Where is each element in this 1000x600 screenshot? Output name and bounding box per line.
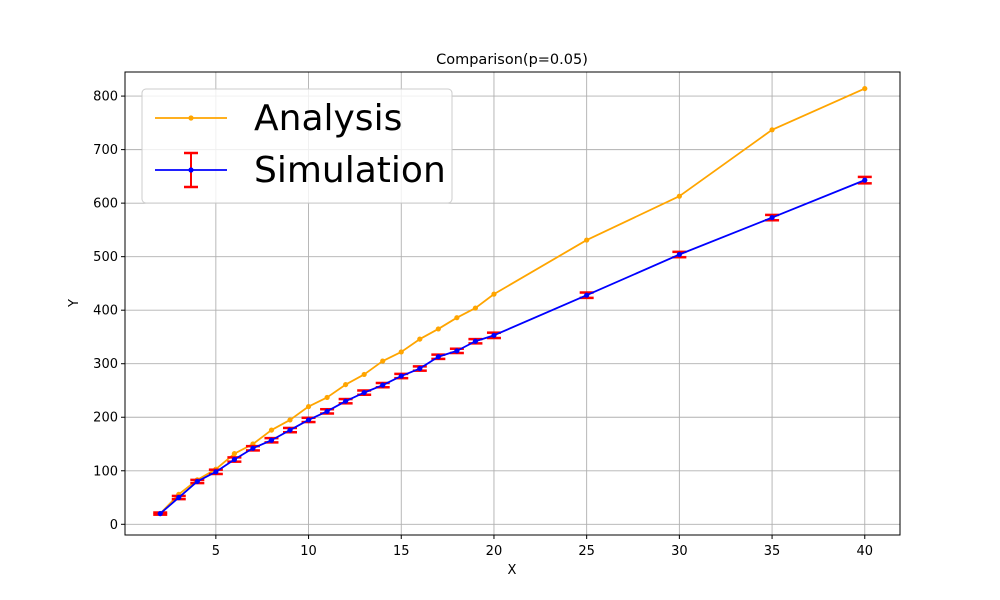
simulation-point bbox=[324, 408, 330, 414]
y-tick-label: 200 bbox=[93, 411, 118, 426]
analysis-point bbox=[472, 305, 479, 311]
analysis-point bbox=[343, 381, 349, 388]
simulation-point bbox=[343, 398, 349, 404]
x-axis: 5 10 15 20 25 30 35 40 bbox=[212, 535, 873, 559]
legend-simulation-marker bbox=[188, 167, 194, 173]
y-axis: 0 100 200 300 400 500 600 700 800 bbox=[93, 90, 125, 533]
analysis-point bbox=[398, 349, 404, 355]
simulation-point bbox=[305, 417, 312, 423]
analysis-point bbox=[491, 291, 497, 297]
analysis-point bbox=[676, 193, 682, 199]
simulation-point bbox=[862, 177, 868, 183]
x-tick-label: 20 bbox=[486, 544, 503, 559]
y-tick-label: 800 bbox=[93, 90, 118, 105]
simulation-point bbox=[250, 445, 256, 451]
analysis-point bbox=[862, 85, 868, 92]
x-tick-label: 25 bbox=[578, 544, 595, 559]
analysis-point bbox=[231, 451, 237, 457]
series-layer bbox=[153, 85, 872, 517]
analysis-point bbox=[287, 417, 293, 423]
y-tick-label: 400 bbox=[93, 304, 118, 319]
simulation-point bbox=[676, 251, 682, 258]
analysis-point bbox=[454, 315, 460, 321]
simulation-point bbox=[435, 354, 441, 360]
y-tick-label: 500 bbox=[93, 250, 118, 265]
simulation-point bbox=[417, 365, 423, 372]
simulation-point bbox=[584, 292, 590, 298]
legend-analysis-marker bbox=[188, 115, 194, 121]
simulation-point bbox=[268, 437, 275, 443]
simulation-point bbox=[361, 390, 367, 396]
simulation-point bbox=[472, 338, 479, 344]
legend-analysis-label: Analysis bbox=[254, 98, 402, 139]
analysis-point bbox=[380, 358, 386, 364]
x-tick-label: 30 bbox=[671, 544, 688, 559]
x-tick-label: 5 bbox=[212, 544, 220, 559]
legend: Analysis Simulation bbox=[141, 88, 453, 204]
analysis-point bbox=[769, 127, 775, 133]
series-simulation bbox=[153, 175, 872, 517]
legend-simulation-label: Simulation bbox=[254, 150, 446, 191]
analysis-point bbox=[268, 427, 275, 433]
analysis-point bbox=[324, 394, 330, 401]
simulation-point bbox=[157, 510, 163, 517]
x-tick-label: 15 bbox=[393, 544, 410, 559]
analysis-point bbox=[361, 371, 367, 378]
simulation-point bbox=[176, 494, 182, 501]
simulation-point bbox=[231, 456, 237, 463]
simulation-point bbox=[213, 469, 219, 475]
simulation-point bbox=[769, 214, 775, 221]
simulation-point bbox=[194, 478, 200, 485]
analysis-point bbox=[305, 403, 312, 410]
x-tick-label: 40 bbox=[856, 544, 873, 559]
simulation-point bbox=[398, 373, 404, 379]
y-tick-label: 600 bbox=[93, 197, 118, 212]
simulation-point bbox=[454, 348, 460, 354]
simulation-point bbox=[380, 382, 386, 388]
y-axis-label: Y bbox=[67, 299, 82, 308]
y-tick-label: 300 bbox=[93, 357, 118, 372]
x-axis-label: X bbox=[508, 563, 517, 578]
simulation-point bbox=[287, 427, 293, 433]
x-tick-label: 10 bbox=[300, 544, 317, 559]
y-tick-label: 0 bbox=[110, 518, 118, 533]
analysis-point bbox=[584, 237, 590, 243]
x-tick-label: 35 bbox=[764, 544, 781, 559]
analysis-point bbox=[435, 326, 441, 332]
simulation-point bbox=[491, 332, 497, 338]
analysis-point bbox=[417, 336, 423, 342]
y-tick-label: 700 bbox=[93, 143, 118, 158]
chart-title: Comparison(p=0.05) bbox=[436, 52, 588, 68]
plot-frame bbox=[124, 71, 901, 536]
y-tick-label: 100 bbox=[93, 464, 118, 479]
